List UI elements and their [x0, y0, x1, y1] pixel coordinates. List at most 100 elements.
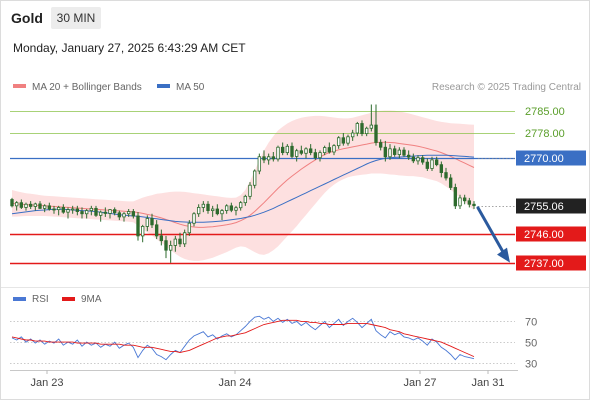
- candle-body: [220, 210, 224, 215]
- candle: [304, 147, 308, 159]
- candle: [229, 202, 234, 213]
- legend-swatch: [13, 84, 26, 88]
- candle: [145, 215, 150, 232]
- candle-body: [327, 147, 332, 153]
- candle: [271, 152, 276, 162]
- candle: [462, 194, 467, 205]
- candle-body: [406, 154, 411, 158]
- candle-body: [425, 161, 430, 169]
- candle-body: [458, 197, 462, 207]
- candle: [453, 183, 458, 209]
- forecast-arrow-shaft: [476, 206, 506, 256]
- candle-body: [117, 212, 122, 218]
- candle: [472, 201, 476, 209]
- candle-body: [271, 156, 276, 160]
- candle: [47, 202, 52, 211]
- candle: [341, 133, 346, 146]
- candle: [224, 204, 229, 214]
- candle-body: [140, 226, 145, 237]
- candle: [458, 194, 462, 209]
- candle: [187, 220, 192, 236]
- candle: [388, 144, 392, 160]
- candle: [327, 142, 332, 154]
- candle: [336, 136, 341, 149]
- candle-body: [84, 210, 89, 215]
- candle-body: [238, 202, 243, 209]
- candle-body: [346, 136, 350, 144]
- rsi-tick-label: 50: [525, 338, 537, 350]
- candle: [257, 153, 262, 175]
- candle-body: [472, 203, 476, 207]
- candle: [383, 140, 388, 162]
- support-label: 2737.00: [524, 258, 564, 270]
- candle-body: [262, 156, 266, 161]
- candle-body: [448, 177, 453, 188]
- candle-body: [308, 148, 313, 154]
- rsi-legend-label: RSI: [32, 294, 49, 305]
- candle-body: [294, 150, 299, 157]
- candle: [182, 229, 187, 247]
- candle: [332, 144, 336, 156]
- candle-body: [131, 211, 136, 217]
- rsi-legend-swatch: [62, 297, 75, 301]
- candle: [392, 145, 397, 157]
- candle: [159, 229, 164, 246]
- candle: [33, 202, 38, 211]
- candle-body: [98, 211, 103, 216]
- pivot-label: 2770.00: [524, 153, 564, 165]
- candle-body: [439, 164, 444, 173]
- candle: [42, 204, 47, 213]
- candle-body: [14, 202, 19, 207]
- candle-body: [416, 157, 420, 162]
- candle-body: [266, 156, 271, 161]
- candle: [24, 202, 28, 211]
- x-axis: Jan 23 Jan 24 Jan 27 Jan 31: [30, 370, 505, 389]
- candle-body: [411, 156, 416, 162]
- candle: [52, 205, 56, 214]
- candle-body: [159, 235, 164, 242]
- candle-body: [89, 207, 94, 211]
- candle: [19, 199, 24, 209]
- candle-body: [322, 147, 327, 154]
- candle-body: [280, 146, 285, 154]
- candle: [266, 153, 271, 165]
- candle: [220, 209, 224, 221]
- candle: [402, 147, 406, 157]
- legend-swatch: [157, 84, 170, 88]
- candle: [89, 205, 94, 216]
- candle: [98, 210, 103, 222]
- candle: [448, 174, 453, 190]
- candle-body: [70, 208, 75, 211]
- candle: [168, 240, 173, 263]
- candle-body: [341, 137, 346, 144]
- candle: [122, 212, 126, 222]
- candle-body: [229, 205, 234, 211]
- candle-body: [402, 149, 406, 156]
- candle: [299, 145, 304, 156]
- candle: [196, 204, 201, 217]
- candle: [164, 235, 168, 259]
- candle-body: [210, 208, 215, 211]
- timeframe-badge[interactable]: 30 MIN: [51, 7, 101, 29]
- candle-body: [299, 150, 304, 154]
- candle-body: [33, 203, 38, 207]
- candle-body: [108, 209, 112, 214]
- rsi-ma-line: [11, 319, 475, 358]
- support-label: 2746.00: [524, 229, 564, 241]
- candle: [313, 148, 318, 160]
- rsi-tick-label: 30: [525, 359, 537, 371]
- candle-body: [112, 209, 117, 214]
- candle-body: [38, 203, 42, 209]
- candle: [360, 120, 364, 137]
- timestamp: Monday, January 27, 2025 6:43:29 AM CET: [13, 41, 246, 55]
- candle: [420, 155, 425, 165]
- bollinger-band-area: [12, 110, 474, 261]
- rsi-legend: RSI 9MA: [13, 294, 102, 305]
- candle-body: [75, 208, 80, 212]
- candle-body: [150, 218, 154, 226]
- candle: [243, 194, 248, 206]
- candle-body: [350, 132, 355, 138]
- candle-body: [313, 152, 318, 159]
- candle-body: [420, 157, 425, 163]
- candle-body: [374, 124, 378, 143]
